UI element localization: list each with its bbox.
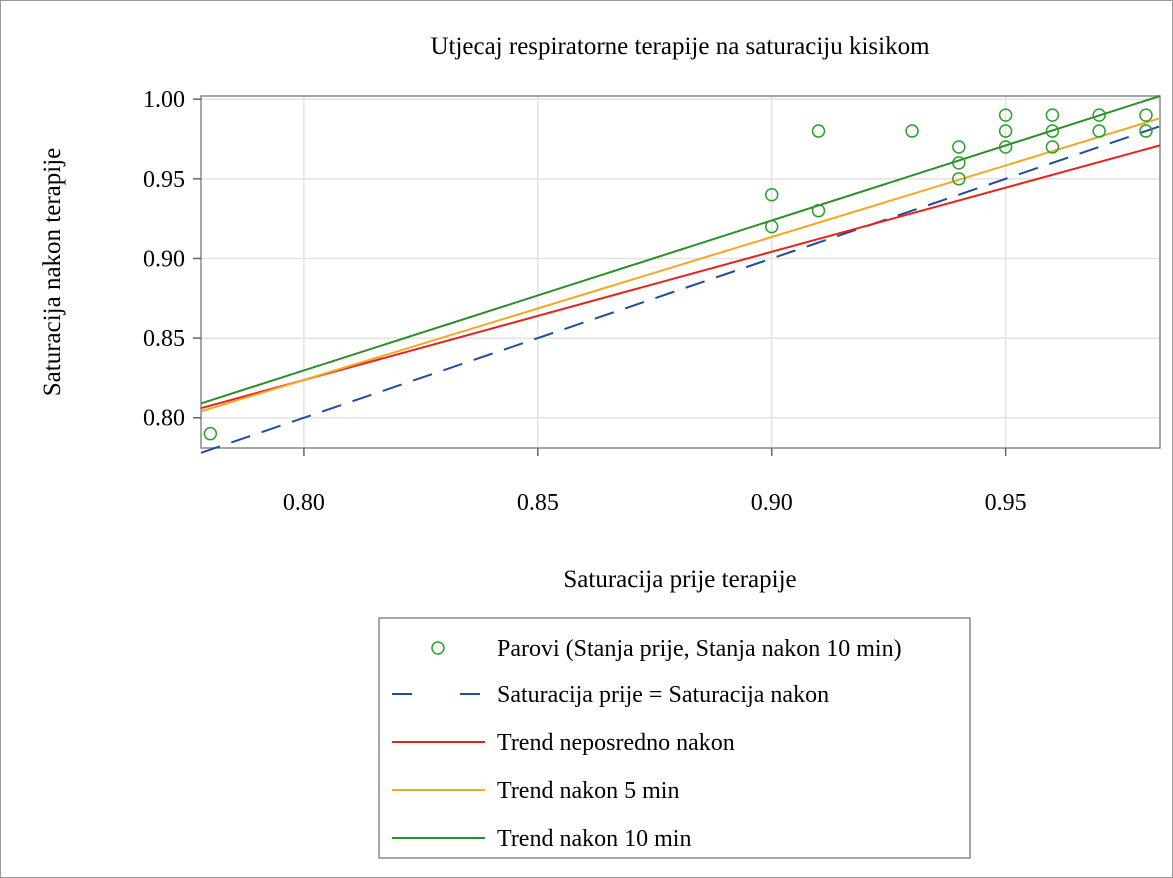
- scatter-points: [203, 108, 1153, 441]
- series-line-3: [200, 117, 1161, 413]
- scatter-point: [203, 426, 218, 441]
- scatter-point: [1045, 108, 1060, 122]
- scatter-point: [998, 108, 1013, 122]
- y-tick-label: 0.95: [143, 167, 185, 193]
- x-tick-label: 0.85: [517, 490, 559, 516]
- x-tick-label: 0.95: [985, 490, 1027, 516]
- grid: [201, 96, 1160, 448]
- axis-ticks: 0.80 0.85 0.90 0.95 0.80 0.85 0.90 0.95 1.00: [143, 87, 1027, 516]
- scatter-point: [811, 124, 826, 138]
- series-line-2: [200, 144, 1161, 410]
- chart-title: Utjecaj respiratorne terapije na saturac…: [430, 33, 930, 60]
- scatter-point: [1092, 108, 1106, 122]
- scatter-point: [1045, 124, 1060, 138]
- legend-label: Trend nakon 10 min: [497, 826, 691, 852]
- scatter-point: [952, 140, 966, 154]
- legend-label: Saturacija prije = Saturacija nakon: [497, 682, 829, 708]
- scatter-point: [905, 124, 919, 138]
- series-lines: [200, 95, 1161, 454]
- scatter-point: [1092, 124, 1106, 138]
- scatter-point: [952, 172, 966, 186]
- legend-label: Parovi (Stanja prije, Stanja nakon 10 mi…: [497, 636, 902, 662]
- y-axis-label: Saturacija nakon terapije: [39, 148, 66, 397]
- legend: Parovi (Stanja prije, Stanja nakon 10 mi…: [378, 617, 971, 859]
- x-tick-label: 0.90: [751, 490, 793, 516]
- series-line-4: [200, 95, 1161, 405]
- y-tick-label: 0.80: [143, 406, 185, 432]
- y-tick-label: 0.90: [143, 246, 185, 272]
- legend-symbol-points: [431, 641, 445, 655]
- scatter-point: [1045, 140, 1060, 154]
- scatter-point: [1139, 108, 1153, 122]
- legend-label: Trend neposredno nakon: [497, 730, 735, 756]
- legend-box: [378, 617, 971, 859]
- scatter-point: [952, 156, 966, 170]
- plot-area-border: [200, 95, 1161, 449]
- scatter-point: [811, 203, 826, 218]
- y-tick-label: 0.85: [143, 326, 185, 352]
- scatter-point: [998, 140, 1013, 154]
- scatter-point: [1139, 124, 1153, 138]
- x-axis-label: Saturacija prije terapije: [563, 566, 796, 593]
- legend-label: Trend nakon 5 min: [497, 778, 679, 804]
- series-line-1: [200, 125, 1161, 454]
- scatter-point: [764, 188, 779, 202]
- scatter-point: [764, 219, 779, 234]
- x-tick-label: 0.80: [283, 490, 325, 516]
- y-tick-label: 1.00: [143, 87, 185, 113]
- scatter-point: [998, 124, 1013, 138]
